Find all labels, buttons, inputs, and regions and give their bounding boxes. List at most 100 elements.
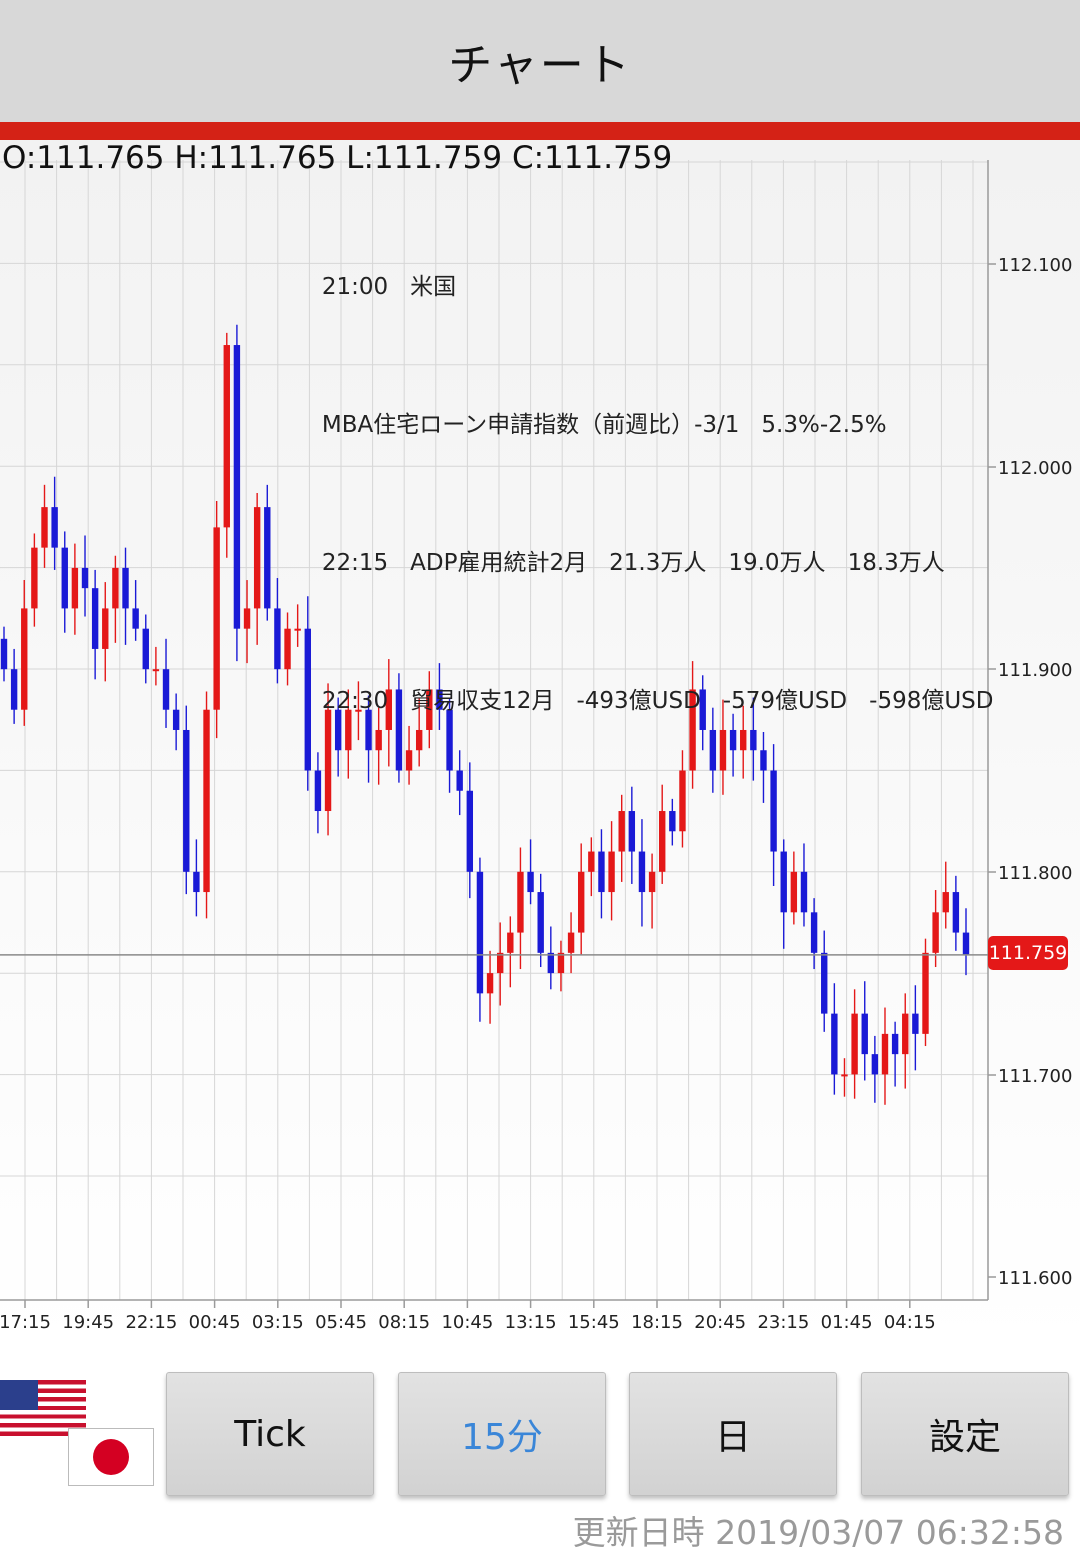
event-name: ADP雇用統計2月 xyxy=(410,550,588,576)
event-row: 22:15 ADP雇用統計2月 21.3万人 19.0万人 18.3万人 xyxy=(278,494,1015,632)
candle-body xyxy=(790,871,798,913)
event-row: MBA住宅ローン申請指数（前週比）-3/1 5.3%-2.5% xyxy=(278,356,1015,494)
candle-body xyxy=(628,811,636,852)
candle-body xyxy=(598,851,605,893)
candle-body xyxy=(780,851,787,913)
candle-body xyxy=(274,608,281,670)
candle-body xyxy=(942,892,949,913)
candle-body xyxy=(871,1054,879,1075)
x-tick-label: 18:15 xyxy=(631,1312,683,1333)
ohlc-readout: O:111.765 H:111.765 L:111.759 C:111.759 xyxy=(2,140,672,176)
candle-body xyxy=(233,345,241,629)
candle-body xyxy=(264,507,271,609)
candle-body xyxy=(810,912,818,953)
candle-body xyxy=(132,608,139,629)
candle-body xyxy=(486,973,494,994)
candle-body xyxy=(253,507,261,609)
candle-body xyxy=(81,567,89,589)
candle-body xyxy=(284,628,291,670)
candle-body xyxy=(881,1033,889,1075)
candle-body xyxy=(91,588,99,649)
candle-body xyxy=(496,952,504,974)
candle-body xyxy=(324,709,332,812)
x-tick-label: 03:15 xyxy=(252,1312,304,1333)
header-accent-bar xyxy=(0,122,1080,140)
candle-body xyxy=(345,709,352,751)
candle-body xyxy=(294,628,301,631)
candle-body xyxy=(466,790,474,872)
candle-body xyxy=(0,638,8,670)
settings-button[interactable]: 設定 xyxy=(861,1372,1069,1496)
y-tick-label: 111.700 xyxy=(998,1066,1072,1087)
x-tick-label: 22:15 xyxy=(125,1312,177,1333)
candle-body xyxy=(659,811,666,872)
candle-body xyxy=(679,770,686,832)
candle-body xyxy=(172,709,180,730)
candle-body xyxy=(436,689,443,710)
15min-button[interactable]: 15分 xyxy=(398,1372,606,1496)
candle-body xyxy=(446,709,453,771)
candle-body xyxy=(800,871,808,913)
candle-body xyxy=(831,1013,838,1075)
x-tick-label: 05:45 xyxy=(315,1312,367,1333)
candle-body xyxy=(851,1013,858,1075)
y-tick-label: 112.000 xyxy=(998,458,1072,479)
app-header: チャート xyxy=(0,0,1080,122)
candle-body xyxy=(608,851,615,893)
candle-body xyxy=(415,729,423,751)
candle-body xyxy=(112,567,119,609)
candle-body xyxy=(719,729,727,771)
candle-body xyxy=(61,547,68,609)
candle-body xyxy=(183,729,190,872)
y-tick-label: 111.600 xyxy=(998,1268,1072,1289)
ohlc-close: C:111.759 xyxy=(511,140,673,176)
candle-body xyxy=(547,952,555,974)
event-row: 22:30 貿易収支12月 -493億USD -579億USD -598億USD xyxy=(278,632,1015,770)
day-button[interactable]: 日 xyxy=(629,1372,837,1496)
candle-body xyxy=(142,628,149,670)
candle-body xyxy=(638,851,646,893)
event-previous: 18.3万人 xyxy=(847,550,945,576)
ohlc-low: L:111.759 xyxy=(346,140,503,176)
candle-body xyxy=(31,547,38,609)
candle-body xyxy=(10,669,18,710)
event-time: 21:00 xyxy=(321,274,389,300)
last-updated: 更新日時 2019/03/07 06:32:58 xyxy=(572,1513,1064,1552)
candle-body xyxy=(932,912,939,953)
x-tick-label: 10:45 xyxy=(441,1312,493,1333)
candle-body xyxy=(861,1013,868,1055)
candle-body xyxy=(689,689,696,771)
candle-body xyxy=(821,952,828,1014)
event-name: 貿易収支12月 xyxy=(410,688,555,714)
current-price-tag: 111.759 xyxy=(988,936,1068,970)
candle-body xyxy=(729,729,737,751)
x-tick-label: 23:15 xyxy=(757,1312,809,1333)
price-chart[interactable]: 112.100 112.000 111.900 111.800 111.700 111.6… xyxy=(0,140,1080,1350)
x-tick-label: 08:15 xyxy=(378,1312,430,1333)
event-forecast: -579億USD xyxy=(722,688,848,714)
x-tick-label: 20:45 xyxy=(694,1312,746,1333)
candle-body xyxy=(507,932,514,953)
currency-pair-flags[interactable] xyxy=(0,1380,160,1490)
candle-body xyxy=(152,669,160,672)
economic-events: 21:00 米国 MBA住宅ローン申請指数（前週比）-3/1 5.3%-2.5% 2… xyxy=(278,218,1015,770)
candle-body xyxy=(334,709,342,751)
event-values: 5.3%-2.5% xyxy=(761,412,887,438)
candle-body xyxy=(517,871,524,933)
x-tick-label: 15:45 xyxy=(568,1312,620,1333)
event-actual: -493億USD xyxy=(576,688,701,714)
candle-body xyxy=(21,608,28,710)
candle-body xyxy=(891,1033,899,1055)
candle-body xyxy=(588,851,595,872)
event-country: 米国 xyxy=(410,274,457,300)
candle-body xyxy=(314,770,322,812)
tick-button[interactable]: Tick xyxy=(166,1372,374,1496)
candle-body xyxy=(375,729,382,751)
x-tick-label: 17:15 xyxy=(0,1312,51,1333)
candle-body xyxy=(223,345,230,528)
candle-body xyxy=(567,932,575,953)
candle-body xyxy=(841,1074,848,1077)
japan-flag-icon xyxy=(68,1428,154,1486)
candlestick-chart[interactable]: 112.100 112.000 111.900 111.800 111.700 111.6… xyxy=(0,140,1080,1350)
event-actual: 21.3万人 xyxy=(609,550,707,576)
